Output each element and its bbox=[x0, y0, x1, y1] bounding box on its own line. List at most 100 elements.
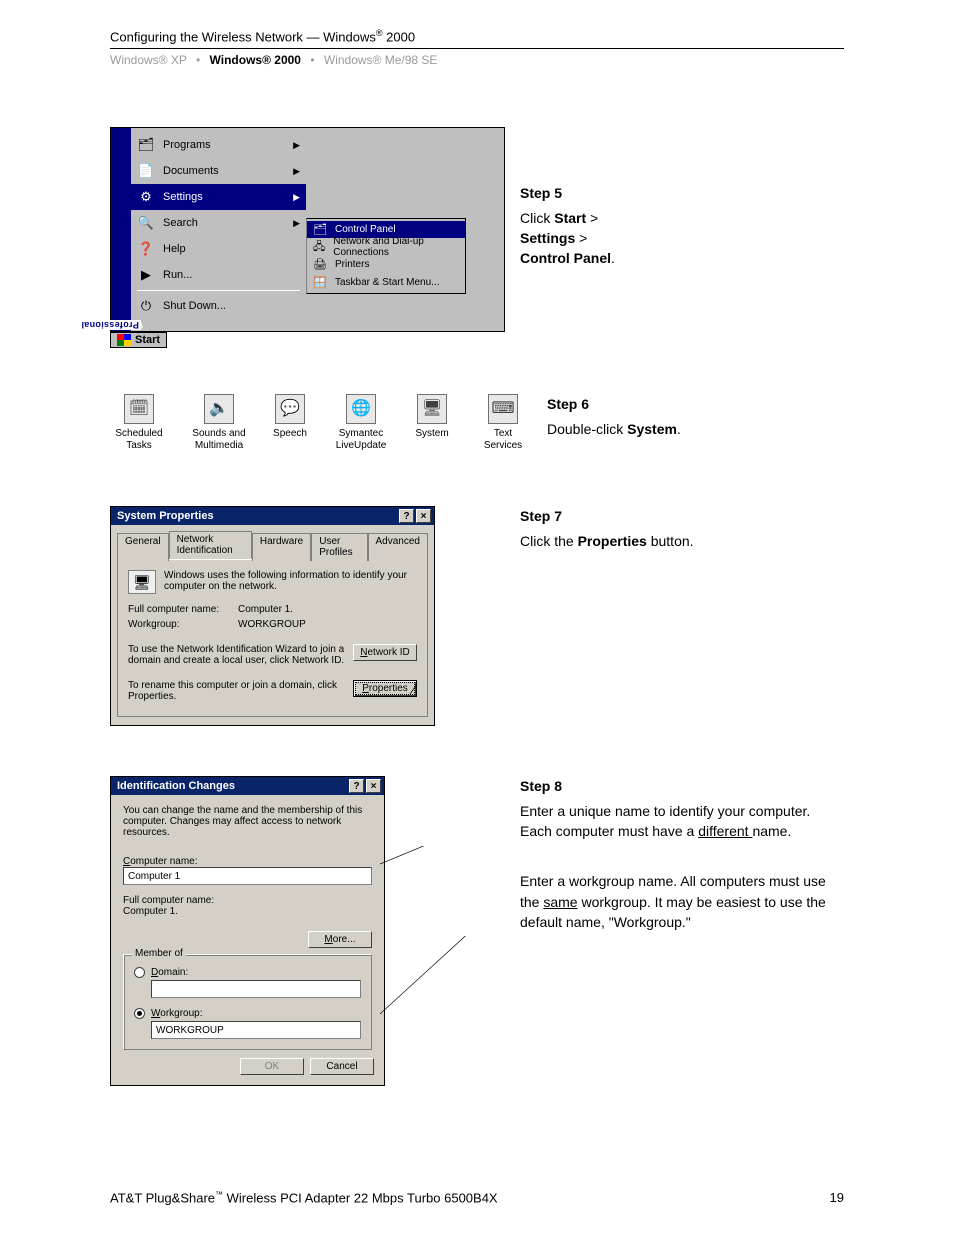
identification-dialog: Identification Changes ? × You can chang… bbox=[110, 776, 385, 1086]
step7-text: Click the Properties button. bbox=[520, 531, 844, 551]
step7-heading: Step 7 bbox=[520, 506, 844, 526]
submenu-network[interactable]: 🖧 Network and Dial-up Connections bbox=[307, 238, 465, 256]
control-panel-icon: 🗂 bbox=[313, 222, 327, 236]
dialog-description: Windows uses the following information t… bbox=[164, 570, 417, 592]
tab-user-profiles[interactable]: User Profiles bbox=[311, 533, 367, 561]
step6-text: Double-click System. bbox=[547, 419, 844, 439]
menu-help[interactable]: ❓ Help bbox=[131, 236, 306, 262]
menu-search[interactable]: 🔍 Search ▶ bbox=[131, 210, 306, 236]
os-nav: Windows® XP • Windows® 2000 • Windows® M… bbox=[110, 53, 844, 67]
workgroup-label: Workgroup: bbox=[151, 1008, 203, 1019]
control-panel-icons: 🗓 ScheduledTasks 🔈 Sounds andMultimedia … bbox=[110, 394, 532, 451]
start-menu-banner: Windows 2000 Professional bbox=[111, 128, 131, 331]
printers-icon: 🖨 bbox=[313, 258, 327, 272]
more-button[interactable]: More... bbox=[308, 931, 372, 948]
network-icon: 🖧 bbox=[313, 240, 325, 254]
step5-heading: Step 5 bbox=[520, 183, 844, 203]
workgroup-radio-row[interactable]: Workgroup: bbox=[134, 1008, 361, 1019]
menu-documents[interactable]: 📄 Documents ▶ bbox=[131, 158, 306, 184]
close-button[interactable]: × bbox=[366, 779, 381, 793]
computer-name-input[interactable] bbox=[123, 867, 372, 885]
tab-general[interactable]: General bbox=[117, 533, 169, 561]
help-button[interactable]: ? bbox=[349, 779, 364, 793]
domain-radio[interactable] bbox=[134, 967, 145, 978]
properties-button[interactable]: Properties bbox=[353, 680, 417, 697]
cp-sounds[interactable]: 🔈 Sounds andMultimedia bbox=[190, 394, 248, 451]
menu-separator bbox=[137, 290, 300, 291]
menu-run[interactable]: ▶ Run... bbox=[131, 262, 306, 288]
help-icon: ❓ bbox=[137, 240, 155, 258]
text-services-icon: ⌨ bbox=[488, 394, 518, 424]
start-button[interactable]: Start bbox=[110, 332, 167, 348]
cp-text-services[interactable]: ⌨ Text Services bbox=[474, 394, 532, 451]
workgroup-input[interactable] bbox=[151, 1021, 361, 1039]
full-name-row: Full computer name: Computer 1. bbox=[128, 604, 417, 615]
search-icon: 🔍 bbox=[137, 214, 155, 232]
start-menu-items: 🗂 Programs ▶ 📄 Documents ▶ ⚙ Settings bbox=[131, 128, 306, 331]
help-button[interactable]: ? bbox=[399, 509, 414, 523]
footer-left: AT&T Plug&Share™ Wireless PCI Adapter 22… bbox=[110, 1190, 498, 1205]
nav-sep: • bbox=[196, 53, 200, 67]
step8-para1: Enter a unique name to identify your com… bbox=[520, 801, 844, 842]
tab-hardware[interactable]: Hardware bbox=[252, 533, 311, 561]
close-button[interactable]: × bbox=[416, 509, 431, 523]
settings-icon: ⚙ bbox=[137, 188, 155, 206]
run-icon: ▶ bbox=[137, 266, 155, 284]
system-icon: 🖥 bbox=[417, 394, 447, 424]
dialog-tabs: General Network Identification Hardware … bbox=[111, 525, 434, 559]
group-legend: Member of bbox=[132, 948, 186, 959]
step5-row: Windows 2000 Professional 🗂 Programs ▶ 📄… bbox=[110, 127, 844, 349]
submenu-taskbar[interactable]: 🪟 Taskbar & Start Menu... bbox=[307, 273, 465, 290]
header-rule bbox=[110, 48, 844, 49]
network-id-button[interactable]: Network ID bbox=[353, 644, 417, 661]
start-menu-screenshot: Windows 2000 Professional 🗂 Programs ▶ 📄… bbox=[110, 127, 505, 349]
step6-heading: Step 6 bbox=[547, 394, 844, 414]
windows-flag-icon bbox=[117, 334, 131, 346]
domain-label: Domain: bbox=[151, 967, 188, 978]
settings-submenu: 🗂 Control Panel 🖧 Network and Dial-up Co… bbox=[306, 218, 466, 294]
cp-speech[interactable]: 💬 Speech bbox=[270, 394, 310, 440]
dialog-titlebar: System Properties ? × bbox=[111, 507, 434, 525]
step6-row: 🗓 ScheduledTasks 🔈 Sounds andMultimedia … bbox=[110, 394, 844, 451]
page-footer: AT&T Plug&Share™ Wireless PCI Adapter 22… bbox=[110, 1190, 844, 1205]
cancel-button[interactable]: Cancel bbox=[310, 1058, 374, 1075]
nav-me: Windows® Me/98 SE bbox=[324, 53, 438, 67]
computer-icon: 🖥 bbox=[128, 570, 156, 594]
nav-xp: Windows® XP bbox=[110, 53, 190, 67]
speech-icon: 💬 bbox=[275, 394, 305, 424]
full-name-value: Computer 1. bbox=[123, 906, 372, 917]
ok-button[interactable]: OK bbox=[240, 1058, 304, 1075]
menu-shutdown[interactable]: ⏻ Shut Down... bbox=[131, 293, 306, 319]
step8-para2: Enter a workgroup name. All computers mu… bbox=[520, 871, 844, 932]
menu-programs[interactable]: 🗂 Programs ▶ bbox=[131, 132, 306, 158]
step8-row: Identification Changes ? × You can chang… bbox=[110, 776, 844, 1086]
programs-icon: 🗂 bbox=[137, 136, 155, 154]
submenu-printers[interactable]: 🖨 Printers bbox=[307, 256, 465, 273]
callout-arrow-icon bbox=[380, 936, 530, 1016]
shutdown-icon: ⏻ bbox=[137, 297, 155, 315]
cp-scheduled-tasks[interactable]: 🗓 ScheduledTasks bbox=[110, 394, 168, 451]
domain-input[interactable] bbox=[151, 980, 361, 998]
dialog-description: You can change the name and the membersh… bbox=[123, 805, 372, 838]
step7-row: System Properties ? × General Network Id… bbox=[110, 506, 844, 726]
scheduled-tasks-icon: 🗓 bbox=[124, 394, 154, 424]
system-properties-dialog: System Properties ? × General Network Id… bbox=[110, 506, 435, 726]
cp-symantec[interactable]: 🌐 SymantecLiveUpdate bbox=[332, 394, 390, 451]
symantec-icon: 🌐 bbox=[346, 394, 376, 424]
full-name-label: Full computer name: bbox=[123, 895, 372, 906]
dialog-title-text: System Properties bbox=[117, 510, 214, 522]
sounds-icon: 🔈 bbox=[204, 394, 234, 424]
member-of-group: Member of Domain: Workgroup: bbox=[123, 954, 372, 1050]
tab-network-id[interactable]: Network Identification bbox=[169, 531, 252, 559]
rename-text: To rename this computer or join a domain… bbox=[128, 680, 353, 702]
cp-system[interactable]: 🖥 System bbox=[412, 394, 452, 440]
tab-advanced[interactable]: Advanced bbox=[368, 533, 428, 561]
dialog-title-text: Identification Changes bbox=[117, 780, 235, 792]
page-number: 19 bbox=[830, 1190, 844, 1205]
workgroup-row: Workgroup: WORKGROUP bbox=[128, 619, 417, 630]
domain-radio-row[interactable]: Domain: bbox=[134, 967, 361, 978]
nav-sep: • bbox=[310, 53, 314, 67]
wizard-text: To use the Network Identification Wizard… bbox=[128, 644, 353, 666]
workgroup-radio[interactable] bbox=[134, 1008, 145, 1019]
menu-settings[interactable]: ⚙ Settings ▶ bbox=[131, 184, 306, 210]
